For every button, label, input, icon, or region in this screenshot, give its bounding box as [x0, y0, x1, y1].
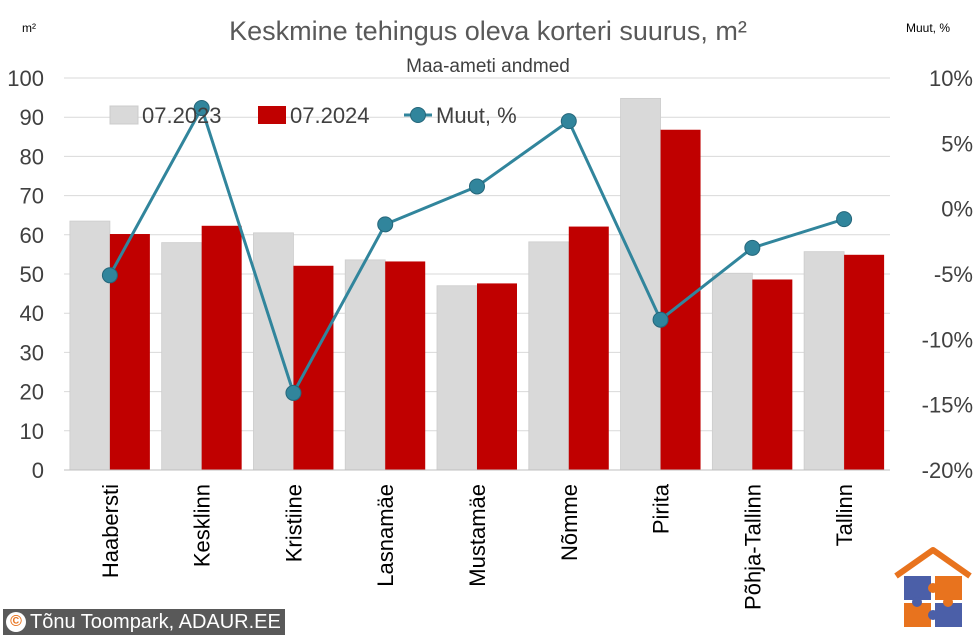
legend-swatch-2023 [109, 105, 139, 125]
left-tick-label: 90 [20, 105, 44, 130]
left-tick-label: 80 [20, 144, 44, 169]
bar-07.2024-Pirita [660, 129, 701, 470]
legend-label-2024: 07.2024 [290, 103, 370, 128]
left-tick-label: 50 [20, 262, 44, 287]
legend-label-change: Muut, % [436, 103, 517, 128]
right-axis-unit: Muut, % [906, 21, 950, 35]
house-puzzle-icon [894, 547, 972, 627]
change-point-Kristiine [285, 384, 302, 401]
change-point-Haabersti [101, 267, 118, 284]
category-label: Kesklinn [190, 484, 215, 567]
bar-07.2024-Mustamäe [477, 283, 517, 470]
change-point-Nõmme [560, 113, 577, 130]
bar-07.2023-Kristiine [253, 232, 294, 471]
bar-07.2023-Pirita [620, 97, 661, 471]
change-point-Tallinn [836, 211, 853, 228]
left-tick-label: 70 [20, 184, 44, 209]
right-tick-label: -5% [934, 262, 973, 287]
bar-07.2023-Kesklinn [161, 242, 203, 471]
left-tick-label: 0 [32, 458, 44, 483]
bar-07.2024-Kristiine [293, 265, 334, 470]
credit-text: Tõnu Toompark, ADAUR.EE [30, 611, 281, 633]
bar-07.2024-Tallinn [844, 254, 885, 470]
bar-07.2024-Nõmme [568, 226, 609, 470]
category-label: Lasnamäe [373, 484, 398, 587]
credit-label: © Tõnu Toompark, ADAUR.EE [2, 608, 286, 636]
right-tick-label: 10% [929, 66, 973, 91]
category-label: Kristiine [281, 484, 306, 562]
left-tick-label: 40 [20, 301, 44, 326]
chart-subtitle: Maa-ameti andmed [406, 56, 570, 77]
bar-07.2023-Nõmme [528, 241, 570, 471]
legend-marker-change [410, 107, 426, 123]
legend: 07.2023 07.2024 Muut, % [109, 103, 517, 128]
bar-07.2024-Põhja-Tallinn [752, 279, 793, 470]
left-tick-label: 100 [7, 66, 44, 91]
right-tick-label: -20% [922, 458, 973, 483]
bar-07.2023-Tallinn [803, 251, 845, 471]
bar-07.2024-Lasnamäe [385, 261, 426, 470]
left-tick-label: 60 [20, 223, 44, 248]
category-label: Mustamäe [465, 484, 490, 587]
copyright-icon: © [6, 612, 26, 632]
right-tick-label: 0% [941, 197, 973, 222]
change-point-Pirita [652, 311, 669, 328]
bar-07.2023-Põhja-Tallinn [711, 272, 753, 471]
legend-label-2023: 07.2023 [142, 103, 222, 128]
left-tick-label: 20 [20, 380, 44, 405]
right-tick-label: -15% [922, 393, 973, 418]
chart-title: Keskmine tehingus oleva korteri suurus, … [229, 16, 747, 46]
category-label: Põhja-Tallinn [740, 484, 765, 610]
right-tick-label: 5% [941, 131, 973, 156]
bars [69, 97, 885, 471]
left-axis-unit: m² [22, 21, 36, 35]
change-line [101, 100, 853, 401]
left-tick-label: 10 [20, 419, 44, 444]
axes: 0 10 20 30 40 50 60 70 80 90 100 -20% -15% -10% -5% 0% 5… [7, 66, 973, 610]
right-tick-label: -10% [922, 327, 973, 352]
category-label: Nõmme [557, 484, 582, 561]
change-point-Kesklinn [193, 100, 210, 117]
change-point-Põhja-Tallinn [744, 239, 761, 256]
change-point-Mustamäe [469, 178, 485, 195]
category-label: Pirita [649, 483, 674, 534]
bar-07.2024-Haabersti [109, 234, 150, 470]
bar-07.2023-Mustamäe [436, 285, 478, 471]
change-point-Lasnamäe [377, 216, 394, 233]
bar-07.2023-Haabersti [69, 220, 111, 471]
left-tick-label: 30 [20, 340, 44, 365]
category-label: Haabersti [98, 484, 123, 578]
bar-07.2023-Lasnamäe [344, 259, 386, 471]
bar-07.2024-Kesklinn [201, 225, 242, 470]
category-label: Tallinn [832, 484, 857, 546]
legend-swatch-2024 [258, 106, 286, 124]
